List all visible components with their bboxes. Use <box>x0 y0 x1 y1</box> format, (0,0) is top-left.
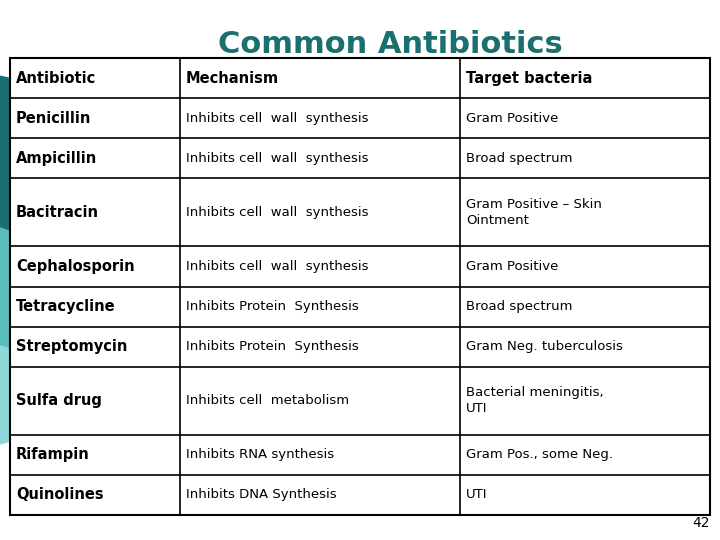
Text: Rifampin: Rifampin <box>16 447 90 462</box>
Text: Common Antibiotics: Common Antibiotics <box>217 30 562 59</box>
Text: Gram Positive – Skin
Ointment: Gram Positive – Skin Ointment <box>466 198 602 227</box>
Text: UTI: UTI <box>466 489 487 502</box>
Text: Sulfa drug: Sulfa drug <box>16 393 102 408</box>
Text: Gram Pos., some Neg.: Gram Pos., some Neg. <box>466 448 613 461</box>
Text: Cephalosporin: Cephalosporin <box>16 259 135 274</box>
Text: Gram Positive: Gram Positive <box>466 112 559 125</box>
Text: Gram Positive: Gram Positive <box>466 260 559 273</box>
Text: Streptomycin: Streptomycin <box>16 339 127 354</box>
Text: Inhibits cell  wall  synthesis: Inhibits cell wall synthesis <box>186 206 369 219</box>
Text: Inhibits cell  metabolism: Inhibits cell metabolism <box>186 394 349 407</box>
Text: Inhibits cell  wall  synthesis: Inhibits cell wall synthesis <box>186 260 369 273</box>
Bar <box>10 58 710 515</box>
Circle shape <box>0 75 75 255</box>
Text: Ampicillin: Ampicillin <box>16 151 97 166</box>
Text: 42: 42 <box>693 516 710 530</box>
Text: Inhibits Protein  Synthesis: Inhibits Protein Synthesis <box>186 340 359 353</box>
Circle shape <box>0 225 50 365</box>
Text: Inhibits Protein  Synthesis: Inhibits Protein Synthesis <box>186 300 359 313</box>
Text: Quinolines: Quinolines <box>16 488 104 502</box>
Circle shape <box>0 345 40 445</box>
Text: Mechanism: Mechanism <box>186 71 279 85</box>
Text: Broad spectrum: Broad spectrum <box>466 300 572 313</box>
Text: Inhibits RNA synthesis: Inhibits RNA synthesis <box>186 448 334 461</box>
Text: Broad spectrum: Broad spectrum <box>466 152 572 165</box>
Text: Bacitracin: Bacitracin <box>16 205 99 220</box>
Text: Antibiotic: Antibiotic <box>16 71 96 85</box>
Text: Tetracycline: Tetracycline <box>16 299 116 314</box>
Text: Inhibits cell  wall  synthesis: Inhibits cell wall synthesis <box>186 152 369 165</box>
Text: Gram Neg. tuberculosis: Gram Neg. tuberculosis <box>466 340 623 353</box>
Text: Penicillin: Penicillin <box>16 111 91 126</box>
Text: Target bacteria: Target bacteria <box>466 71 593 85</box>
Text: Inhibits cell  wall  synthesis: Inhibits cell wall synthesis <box>186 112 369 125</box>
Text: Bacterial meningitis,
UTI: Bacterial meningitis, UTI <box>466 386 603 415</box>
Text: Inhibits DNA Synthesis: Inhibits DNA Synthesis <box>186 489 337 502</box>
